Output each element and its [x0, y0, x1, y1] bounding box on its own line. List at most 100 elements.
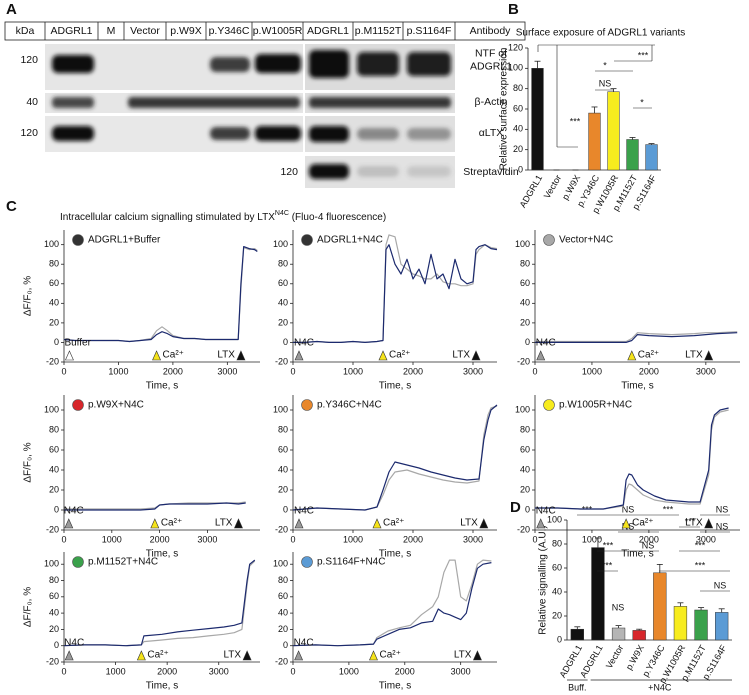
x-tick-label: 1000	[582, 366, 602, 376]
significance-label: *	[640, 97, 644, 107]
x-axis-label: Time, s	[146, 381, 178, 392]
y-tick-label: 0	[525, 337, 530, 347]
bar	[694, 609, 708, 641]
y-tick-label: 0	[54, 640, 59, 650]
event-label: LTX	[217, 350, 235, 361]
chart-title: Surface exposure of ADGRL1 variants	[516, 28, 686, 39]
band	[407, 128, 451, 140]
error-bar	[594, 537, 601, 548]
event-marker	[294, 650, 304, 661]
y-axis-label: Relative surface expression	[499, 48, 510, 171]
x-tick-label: 0	[532, 366, 537, 376]
event-marker	[378, 350, 388, 361]
y-tick-label: -20	[46, 656, 59, 666]
significance-label: NS	[642, 540, 655, 550]
y-tick-label: -20	[46, 524, 59, 534]
trace	[535, 332, 738, 343]
event-marker	[152, 350, 162, 361]
title-part: N4C	[275, 210, 289, 217]
x-axis-label: Time, s	[379, 381, 411, 392]
legend-dot	[72, 399, 84, 411]
event-label: N4C	[536, 506, 556, 517]
y-tick-label: 40	[49, 464, 59, 474]
event-label: N4C	[294, 506, 314, 517]
event-marker	[536, 518, 546, 529]
legend-dot	[543, 399, 555, 411]
event-label: LTX	[685, 518, 703, 529]
significance-label: NS	[716, 521, 729, 531]
legend-label: ADGRL1+Buffer	[88, 235, 161, 246]
band	[309, 97, 451, 108]
event-marker	[704, 518, 714, 529]
significance-label: ***	[695, 560, 706, 570]
y-tick-label: 0	[54, 504, 59, 514]
x-tick-label: 3000	[463, 366, 483, 376]
y-axis-label: ΔF/F₀, %	[23, 276, 34, 316]
error-bar	[718, 608, 725, 613]
band	[309, 50, 349, 78]
band	[128, 97, 300, 108]
x-tick-label: Vector	[604, 643, 625, 670]
significance-label: ***	[603, 540, 614, 550]
y-tick-label: 40	[278, 607, 288, 617]
event-marker	[234, 518, 243, 529]
kda-label: 120	[280, 166, 298, 178]
error-bar	[677, 602, 684, 607]
y-tick-label: 0	[283, 337, 288, 347]
event-label: Ca²⁺	[147, 650, 168, 661]
x-tick-label: 2000	[403, 366, 423, 376]
error-bar	[629, 137, 636, 140]
significance-label: NS	[622, 504, 635, 514]
band	[52, 126, 94, 141]
y-tick-label: 60	[278, 444, 288, 454]
y-axis-label: ΔF/F₀, %	[23, 587, 34, 627]
y-tick-label: 60	[49, 591, 59, 601]
y-tick-label: 40	[49, 298, 59, 308]
y-tick-label: 20	[520, 484, 530, 494]
legend-dot	[301, 234, 313, 246]
panel-label: A	[6, 1, 17, 18]
trace	[63, 559, 256, 647]
x-tick-label: 2000	[403, 534, 423, 544]
error-bar	[534, 60, 541, 69]
y-tick-label: 40	[49, 607, 59, 617]
event-label: Ca²⁺	[379, 650, 400, 661]
blot-bands	[52, 50, 451, 179]
y-tick-label: 0	[525, 504, 530, 514]
event-label: LTX	[460, 518, 478, 529]
legend-label: p.W9X+N4C	[88, 400, 144, 411]
y-tick-label: 100	[515, 404, 530, 414]
bar	[715, 612, 729, 641]
y-tick-label: 20	[278, 484, 288, 494]
event-label: Ca²⁺	[161, 518, 182, 529]
bar	[607, 91, 620, 171]
y-tick-label: 60	[49, 278, 59, 288]
y-tick-label: 100	[547, 514, 562, 524]
x-tick-label: 1000	[343, 366, 363, 376]
header-cell: p.S1164F	[407, 25, 452, 37]
header-cell: p.Y346C	[209, 25, 250, 37]
antibody-label: Streptavidin	[463, 166, 519, 178]
y-tick-label: 40	[552, 586, 562, 596]
bar	[531, 68, 544, 171]
x-tick-label: 1000	[343, 534, 363, 544]
event-marker	[136, 650, 146, 661]
band	[309, 164, 349, 179]
y-tick-label: 0	[283, 640, 288, 650]
significance-label: ***	[695, 540, 706, 550]
bar	[632, 630, 646, 641]
legend-dot	[72, 234, 84, 246]
event-label: Ca²⁺	[163, 350, 184, 361]
y-tick-label: 80	[49, 424, 59, 434]
y-tick-label: 40	[278, 298, 288, 308]
y-tick-label: 100	[515, 239, 530, 249]
bar	[645, 144, 658, 171]
x-axis-label: Time, s	[379, 549, 411, 560]
event-marker	[369, 650, 378, 661]
bar	[626, 139, 639, 171]
y-tick-label: 100	[273, 559, 288, 569]
event-marker	[236, 350, 246, 361]
event-label: N4C	[64, 506, 84, 517]
band	[210, 127, 250, 140]
